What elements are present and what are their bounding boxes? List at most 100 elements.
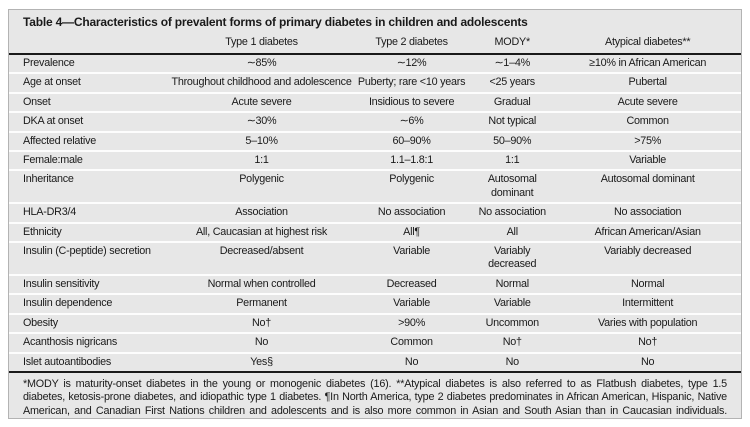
cell: Association bbox=[170, 202, 354, 223]
row-label: Insulin sensitivity bbox=[9, 273, 171, 295]
column-header-atypical: Atypical diabetes** bbox=[554, 34, 741, 55]
cell: ∼30% bbox=[170, 111, 354, 132]
cell: Varies with population bbox=[554, 312, 741, 334]
cell: Puberty; rare <10 years bbox=[353, 72, 471, 93]
table-row: Acanthosis nigricans No Common No† No† bbox=[9, 332, 741, 353]
row-label: Islet autoantibodies bbox=[9, 351, 171, 373]
row-label: DKA at onset bbox=[9, 111, 171, 132]
table-row: Female:male 1:1 1.1–1.8:1 1:1 Variable bbox=[9, 150, 741, 171]
cell: No† bbox=[554, 332, 741, 353]
row-label: Insulin (C-peptide) secretion bbox=[9, 241, 171, 275]
cell: 1:1 bbox=[170, 150, 354, 171]
cell: Variably decreased bbox=[470, 241, 555, 275]
table-row: Insulin dependence Permanent Variable Varia… bbox=[9, 293, 741, 314]
cell: No bbox=[470, 351, 555, 373]
cell: Normal when controlled bbox=[170, 273, 354, 295]
cell: Polygenic bbox=[170, 169, 354, 204]
cell: ≥10% in African American bbox=[589, 57, 707, 69]
table-row: Insulin (C-peptide) secretion Decreased/a… bbox=[9, 241, 741, 275]
cell: 5–10% bbox=[170, 130, 354, 152]
cell: ∼6% bbox=[353, 111, 471, 132]
cell: No bbox=[353, 351, 471, 373]
row-label: Inheritance bbox=[9, 169, 171, 204]
cell: Normal bbox=[470, 273, 555, 295]
row-label: Prevalence bbox=[23, 57, 75, 69]
cell: ∼1–4% bbox=[494, 57, 531, 69]
table-container: Table 4—Characteristics of prevalent for… bbox=[8, 9, 742, 419]
cell: 60–90% bbox=[353, 130, 471, 152]
table-title: Table 4—Characteristics of prevalent for… bbox=[23, 15, 528, 29]
cell: >75% bbox=[554, 130, 741, 152]
cell: Throughout childhood and adolescence bbox=[170, 72, 354, 93]
cell: Uncommon bbox=[470, 312, 555, 334]
column-header-type1: Type 1 diabetes bbox=[170, 34, 354, 55]
cell: No bbox=[170, 332, 354, 353]
cell: No† bbox=[170, 312, 354, 334]
cell: No† bbox=[470, 332, 555, 353]
cell: Decreased/absent bbox=[170, 241, 354, 275]
cell: No association bbox=[554, 202, 741, 223]
cell: Variable bbox=[554, 150, 741, 171]
row-label: Obesity bbox=[9, 312, 171, 334]
cell: Not typical bbox=[470, 111, 555, 132]
cell: Variably decreased bbox=[554, 241, 741, 275]
table-footnote: *MODY is maturity-onset diabetes in the … bbox=[23, 377, 727, 417]
row-label: Ethnicity bbox=[9, 221, 171, 243]
table-row: Obesity No† >90% Uncommon Varies with popula… bbox=[9, 312, 741, 334]
row-label: Insulin dependence bbox=[9, 293, 171, 314]
cell: <25 years bbox=[470, 72, 555, 93]
table-row: HLA-DR3/4 Association No association No ass… bbox=[9, 202, 741, 223]
cell: 50–90% bbox=[470, 130, 555, 152]
column-header-type2: Type 2 diabetes bbox=[353, 34, 471, 55]
cell: Common bbox=[353, 332, 471, 353]
cell: Intermittent bbox=[554, 293, 741, 314]
row-label: Age at onset bbox=[9, 72, 171, 93]
table-row: Age at onset Throughout childhood and ado… bbox=[9, 72, 741, 93]
cell: Permanent bbox=[170, 293, 354, 314]
cell: Insidious to severe bbox=[353, 91, 471, 113]
column-header-empty bbox=[9, 34, 171, 55]
table-row: Prevalence ∼85% ∼12% ∼1–4% ≥10% in African A… bbox=[9, 54, 741, 73]
row-label: Affected relative bbox=[9, 130, 171, 152]
table-row: Islet autoantibodies Yes§ No No No bbox=[9, 351, 741, 373]
cell: Pubertal bbox=[554, 72, 741, 93]
cell: No association bbox=[470, 202, 555, 223]
cell: All bbox=[470, 221, 555, 243]
cell: Variable bbox=[470, 293, 555, 314]
cell: >90% bbox=[353, 312, 471, 334]
table-row: Onset Acute severe Insidious to severe Grad… bbox=[9, 91, 741, 113]
diabetes-characteristics-table: Type 1 diabetes Type 2 diabetes MODY* At… bbox=[9, 34, 741, 373]
table-body: Prevalence ∼85% ∼12% ∼1–4% ≥10% in African A… bbox=[9, 54, 741, 373]
cell: No bbox=[554, 351, 741, 373]
cell: Acute severe bbox=[554, 91, 741, 113]
table-row: DKA at onset ∼30% ∼6% Not typical Common bbox=[9, 111, 741, 132]
cell: Common bbox=[554, 111, 741, 132]
row-label: Onset bbox=[9, 91, 171, 113]
table-header: Type 1 diabetes Type 2 diabetes MODY* At… bbox=[9, 34, 741, 55]
cell: ∼85% bbox=[246, 57, 277, 69]
cell: Polygenic bbox=[353, 169, 471, 204]
cell: Variable bbox=[353, 293, 471, 314]
cell: Autosomal dominant bbox=[554, 169, 741, 204]
cell: Decreased bbox=[353, 273, 471, 295]
row-label: HLA-DR3/4 bbox=[9, 202, 171, 223]
cell: Acute severe bbox=[170, 91, 354, 113]
cell: African American/Asian bbox=[554, 221, 741, 243]
header-row: Type 1 diabetes Type 2 diabetes MODY* At… bbox=[9, 34, 741, 55]
cell: All¶ bbox=[353, 221, 471, 243]
cell: Gradual bbox=[470, 91, 555, 113]
cell: No association bbox=[353, 202, 471, 223]
row-label: Acanthosis nigricans bbox=[9, 332, 171, 353]
cell: Autosomal dominant bbox=[470, 169, 555, 204]
cell: Yes§ bbox=[170, 351, 354, 373]
cell: 1:1 bbox=[470, 150, 555, 171]
table-row: Affected relative 5–10% 60–90% 50–90% >75% bbox=[9, 130, 741, 152]
cell: ∼12% bbox=[396, 57, 427, 69]
table-row: Insulin sensitivity Normal when controlle… bbox=[9, 273, 741, 295]
cell: 1.1–1.8:1 bbox=[353, 150, 471, 171]
cell: All, Caucasian at highest risk bbox=[170, 221, 354, 243]
table-row: Ethnicity All, Caucasian at highest risk A… bbox=[9, 221, 741, 243]
cell: Normal bbox=[554, 273, 741, 295]
column-header-mody: MODY* bbox=[470, 34, 555, 55]
table-row: Inheritance Polygenic Polygenic Autosomal d… bbox=[9, 169, 741, 204]
